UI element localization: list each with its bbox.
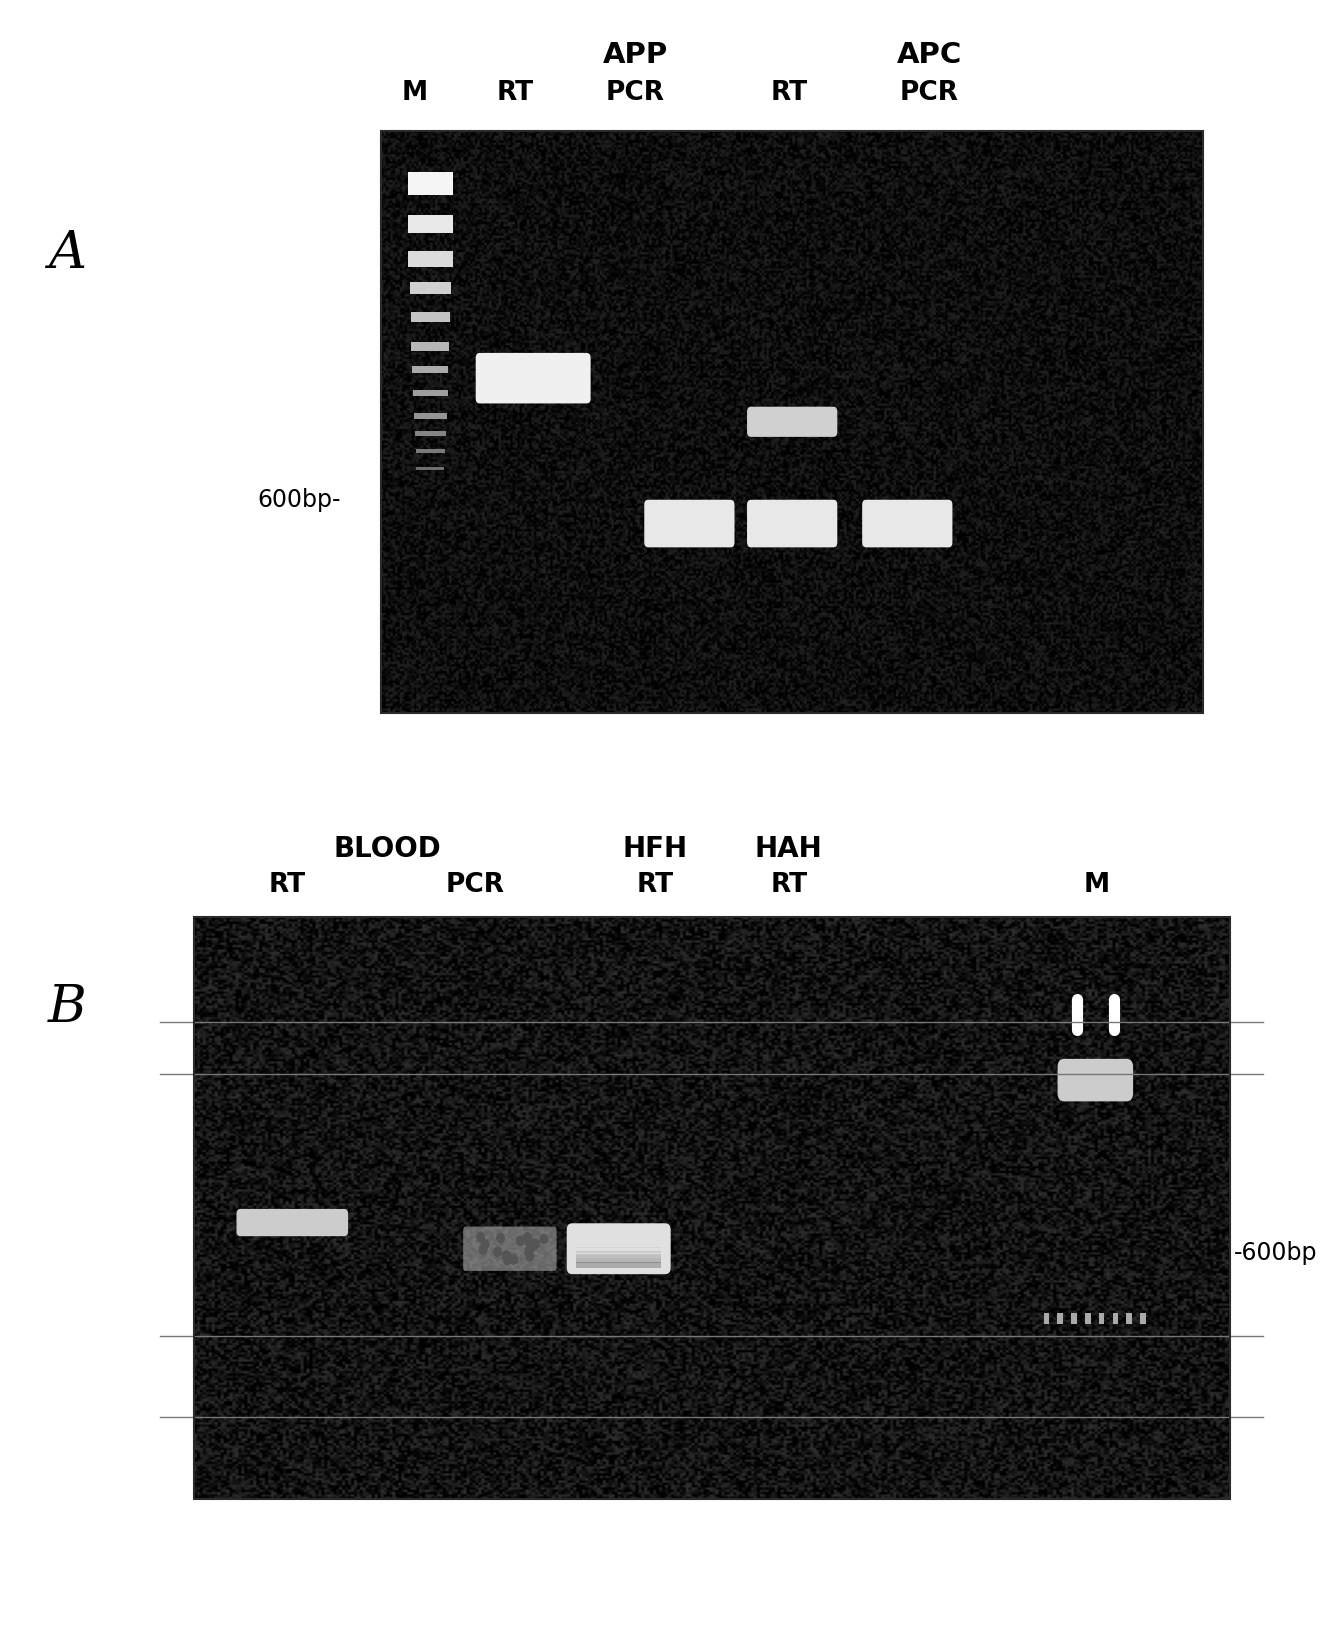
Bar	[413, 390, 448, 396]
FancyBboxPatch shape	[237, 1209, 348, 1237]
FancyBboxPatch shape	[747, 406, 837, 437]
Bar	[408, 215, 453, 233]
Bar	[410, 282, 451, 295]
Text: M: M	[1083, 871, 1110, 898]
Bar	[381, 131, 1203, 713]
Circle shape	[524, 1248, 532, 1256]
Text: A: A	[48, 228, 86, 280]
Bar	[412, 365, 448, 373]
Bar	[1112, 1314, 1118, 1324]
Bar	[410, 311, 451, 323]
Text: APP: APP	[603, 41, 667, 69]
Circle shape	[504, 1255, 511, 1265]
Circle shape	[504, 1251, 512, 1261]
Circle shape	[527, 1251, 533, 1261]
Bar	[194, 917, 1230, 1499]
Bar	[576, 1261, 662, 1268]
Text: HAH: HAH	[755, 835, 822, 863]
Circle shape	[497, 1233, 504, 1243]
FancyBboxPatch shape	[747, 500, 837, 547]
Text: B: B	[48, 981, 86, 1034]
Text: PCR: PCR	[445, 871, 504, 898]
Circle shape	[481, 1240, 489, 1248]
Bar	[576, 1251, 662, 1253]
FancyBboxPatch shape	[862, 500, 952, 547]
Text: PCR: PCR	[606, 80, 664, 106]
Circle shape	[493, 1248, 501, 1256]
Text: -600bp: -600bp	[1234, 1242, 1317, 1265]
Text: RT: RT	[496, 80, 533, 106]
Bar	[1140, 1314, 1146, 1324]
FancyBboxPatch shape	[567, 1224, 671, 1274]
Bar	[1043, 1314, 1050, 1324]
Bar	[408, 172, 453, 195]
Bar	[416, 467, 444, 470]
Bar	[576, 1255, 662, 1258]
Text: PCR: PCR	[900, 80, 959, 106]
Text: APC: APC	[897, 41, 961, 69]
Text: BLOOD: BLOOD	[334, 835, 441, 863]
Bar	[414, 431, 447, 436]
FancyBboxPatch shape	[476, 352, 591, 403]
Text: 600bp-: 600bp-	[258, 488, 341, 511]
Bar	[1126, 1314, 1132, 1324]
Circle shape	[532, 1240, 539, 1248]
Text: RT: RT	[636, 871, 674, 898]
Circle shape	[525, 1237, 532, 1247]
FancyBboxPatch shape	[463, 1227, 556, 1271]
Bar	[408, 251, 453, 267]
Circle shape	[516, 1237, 524, 1245]
Circle shape	[529, 1242, 537, 1250]
FancyBboxPatch shape	[1058, 1058, 1134, 1101]
Circle shape	[524, 1233, 531, 1242]
Circle shape	[480, 1245, 487, 1255]
Circle shape	[477, 1232, 484, 1242]
Circle shape	[511, 1255, 517, 1265]
Circle shape	[503, 1251, 509, 1260]
Bar	[416, 449, 445, 452]
Text: M: M	[401, 80, 428, 106]
Bar	[1099, 1314, 1104, 1324]
Bar	[1071, 1314, 1076, 1324]
Text: HFH: HFH	[623, 835, 687, 863]
Bar	[412, 342, 449, 351]
Circle shape	[525, 1245, 533, 1255]
Text: RT: RT	[269, 871, 306, 898]
Circle shape	[540, 1235, 548, 1243]
Text: RT: RT	[770, 80, 808, 106]
Bar	[576, 1258, 662, 1263]
Bar	[1058, 1314, 1063, 1324]
Bar	[414, 413, 447, 419]
Text: RT: RT	[770, 871, 808, 898]
Bar	[1086, 1314, 1091, 1324]
FancyBboxPatch shape	[644, 500, 734, 547]
